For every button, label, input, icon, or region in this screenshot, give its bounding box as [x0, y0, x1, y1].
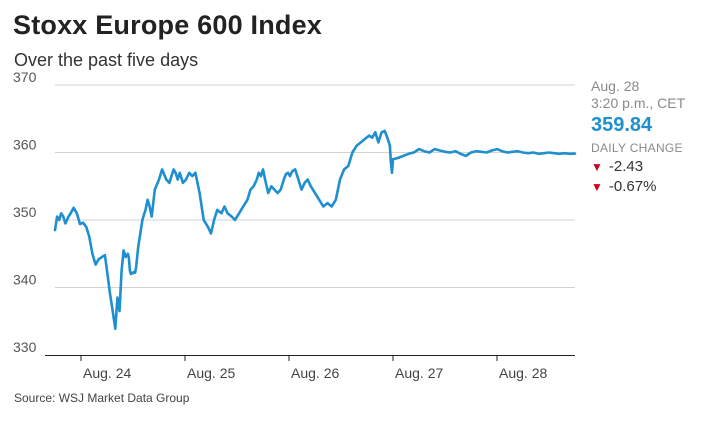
change-points: -2.43 — [608, 158, 644, 175]
x-axis: Aug. 24 Aug. 25 Aug. 26 Aug. 27 Aug. 28 — [45, 355, 575, 381]
source-note: Source: WSJ Market Data Group — [14, 391, 190, 405]
quote-panel: Aug. 28 3:20 p.m., CET 359.84 DAILY CHAN… — [591, 78, 713, 197]
plot-area — [53, 129, 577, 331]
y-tick-label: 340 — [13, 272, 37, 288]
change-percent-row: ▼ -0.67% — [591, 177, 713, 197]
quote-date: Aug. 28 — [591, 78, 640, 94]
chart-subtitle: Over the past five days — [14, 50, 199, 70]
down-triangle-icon: ▼ — [591, 180, 603, 194]
down-triangle-icon: ▼ — [591, 160, 603, 174]
grid-lines — [55, 84, 575, 288]
x-tick-label: Aug. 27 — [395, 365, 443, 381]
series-line — [53, 129, 577, 331]
chart-title: Stoxx Europe 600 Index — [13, 10, 323, 40]
last-price: 359.84 — [591, 114, 653, 136]
y-tick-label: 330 — [13, 339, 37, 355]
y-tick-label: 350 — [13, 204, 37, 220]
y-tick-label: 370 — [13, 69, 37, 85]
change-points-row: ▼ -2.43 — [591, 157, 713, 177]
change-percent: -0.67% — [608, 178, 657, 195]
daily-change-label: DAILY CHANGE — [591, 141, 683, 155]
x-tick-label: Aug. 25 — [187, 365, 235, 381]
x-tick-label: Aug. 26 — [291, 365, 339, 381]
x-tick-label: Aug. 24 — [83, 365, 131, 381]
x-tick-label: Aug. 28 — [499, 365, 547, 381]
y-tick-label: 360 — [13, 137, 37, 153]
quote-time: 3:20 p.m., CET — [591, 95, 686, 111]
y-axis: 330 340 350 360 370 — [13, 69, 37, 355]
